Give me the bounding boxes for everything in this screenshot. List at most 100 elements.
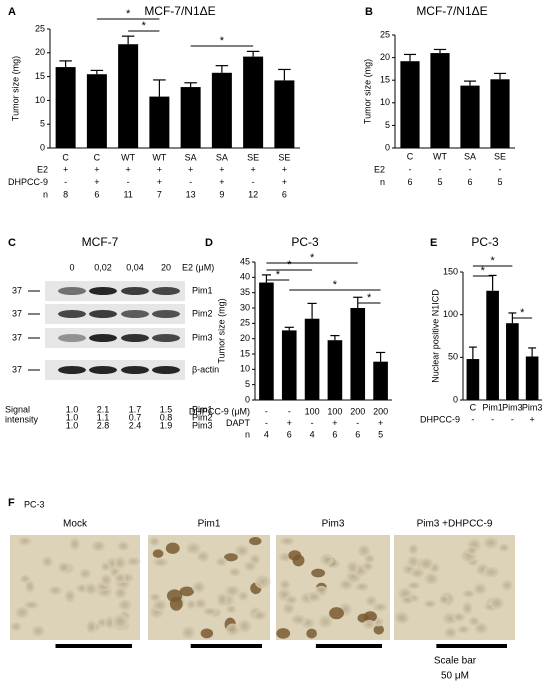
blot-band <box>152 334 180 342</box>
bar <box>118 44 139 149</box>
panel-letter: C <box>8 237 16 249</box>
x-tick-label: Pim3 <box>522 402 543 412</box>
quant-value: 1.7 <box>129 404 142 414</box>
nucleus <box>483 536 499 550</box>
nucleus <box>462 589 475 598</box>
blot-band <box>121 287 149 295</box>
bar <box>400 61 420 148</box>
nucleus <box>393 611 410 625</box>
blot-band <box>89 287 117 295</box>
scale-label: 50 μM <box>441 671 469 682</box>
nucleus <box>408 543 419 555</box>
nucleus <box>86 620 97 634</box>
row-label: DAPT <box>226 418 251 428</box>
nucleus <box>237 619 252 634</box>
nucleus <box>114 587 127 599</box>
image-caption: Mock <box>63 519 88 530</box>
marker-label: 37 <box>12 308 22 318</box>
nucleus <box>249 537 262 546</box>
nucleus <box>291 614 307 626</box>
bar <box>373 361 388 400</box>
row-value: + <box>219 164 224 174</box>
row-value: - <box>471 414 474 424</box>
blot-band <box>121 366 149 374</box>
row-value: + <box>94 164 99 174</box>
row-value: 5 <box>437 177 442 187</box>
row-value: 12 <box>248 189 258 199</box>
row-value: + <box>219 177 224 187</box>
row-label: E2 <box>374 164 385 174</box>
quant-value: 2.4 <box>129 420 142 430</box>
lane-unit: E2 (μM) <box>182 262 214 272</box>
nucleus <box>457 625 470 634</box>
nucleus <box>501 579 513 591</box>
band-label: Pim3 <box>192 332 213 342</box>
bar <box>430 53 450 148</box>
nucleus <box>225 623 240 637</box>
row-value: - <box>252 177 255 187</box>
bar <box>211 72 232 148</box>
significance-star: * <box>481 265 486 277</box>
micrograph <box>148 535 271 640</box>
nucleus <box>318 614 333 629</box>
nucleus <box>319 553 334 566</box>
nucleus <box>149 592 161 602</box>
row-value: 8 <box>63 189 68 199</box>
nucleus <box>307 591 322 603</box>
row-value: + <box>529 414 534 424</box>
nucleus <box>100 561 111 572</box>
nucleus <box>194 598 207 609</box>
nucleus <box>288 550 302 561</box>
y-tick-label: 40 <box>240 272 250 282</box>
y-axis-label: Tumor size (mg) <box>362 59 372 124</box>
nucleus <box>126 557 141 566</box>
row-value: + <box>125 164 130 174</box>
row-value: - <box>127 177 130 187</box>
nucleus <box>363 611 377 623</box>
y-tick-label: 15 <box>240 348 250 358</box>
y-tick-label: 10 <box>380 97 390 107</box>
nucleus <box>410 567 425 579</box>
x-tick-label: Pim3 <box>502 402 523 412</box>
nucleus <box>254 574 271 589</box>
row-value: 100 <box>305 406 320 416</box>
nucleus <box>64 589 76 603</box>
blot-band <box>58 310 86 318</box>
x-tick-label: C <box>470 402 477 412</box>
nucleus <box>166 589 183 603</box>
nucleus <box>152 599 168 612</box>
significance-star: * <box>310 252 315 264</box>
row-value: - <box>491 414 494 424</box>
nucleus <box>118 599 132 611</box>
lane-label: 0 <box>69 262 74 272</box>
row-value: + <box>188 164 193 174</box>
significance-star: * <box>333 279 338 291</box>
nucleus <box>224 585 240 597</box>
row-label: n <box>380 177 385 187</box>
bar <box>350 308 366 400</box>
significance-star: * <box>367 292 372 304</box>
nucleus <box>200 628 214 639</box>
nucleus <box>282 602 295 615</box>
images-title: PC-3 <box>24 499 45 509</box>
bar <box>274 80 295 148</box>
quant-value: 1.9 <box>160 420 173 430</box>
row-value: - <box>356 418 359 428</box>
quant-value: 0.8 <box>160 412 173 422</box>
y-tick-label: 5 <box>40 119 45 129</box>
y-tick-label: 15 <box>380 75 390 85</box>
row-value: - <box>409 164 412 174</box>
blot-band <box>152 287 180 295</box>
nucleus <box>24 579 35 594</box>
row-value: + <box>282 164 287 174</box>
bar <box>86 74 107 148</box>
row-value: + <box>250 164 255 174</box>
nucleus <box>18 536 32 546</box>
quant-name: Pim1 <box>192 404 213 414</box>
y-axis-label: Nuclear positive N1ICD <box>430 289 440 383</box>
row-value: - <box>288 406 291 416</box>
row-value: - <box>311 418 314 428</box>
nucleus <box>419 557 434 571</box>
row-value: + <box>287 418 292 428</box>
